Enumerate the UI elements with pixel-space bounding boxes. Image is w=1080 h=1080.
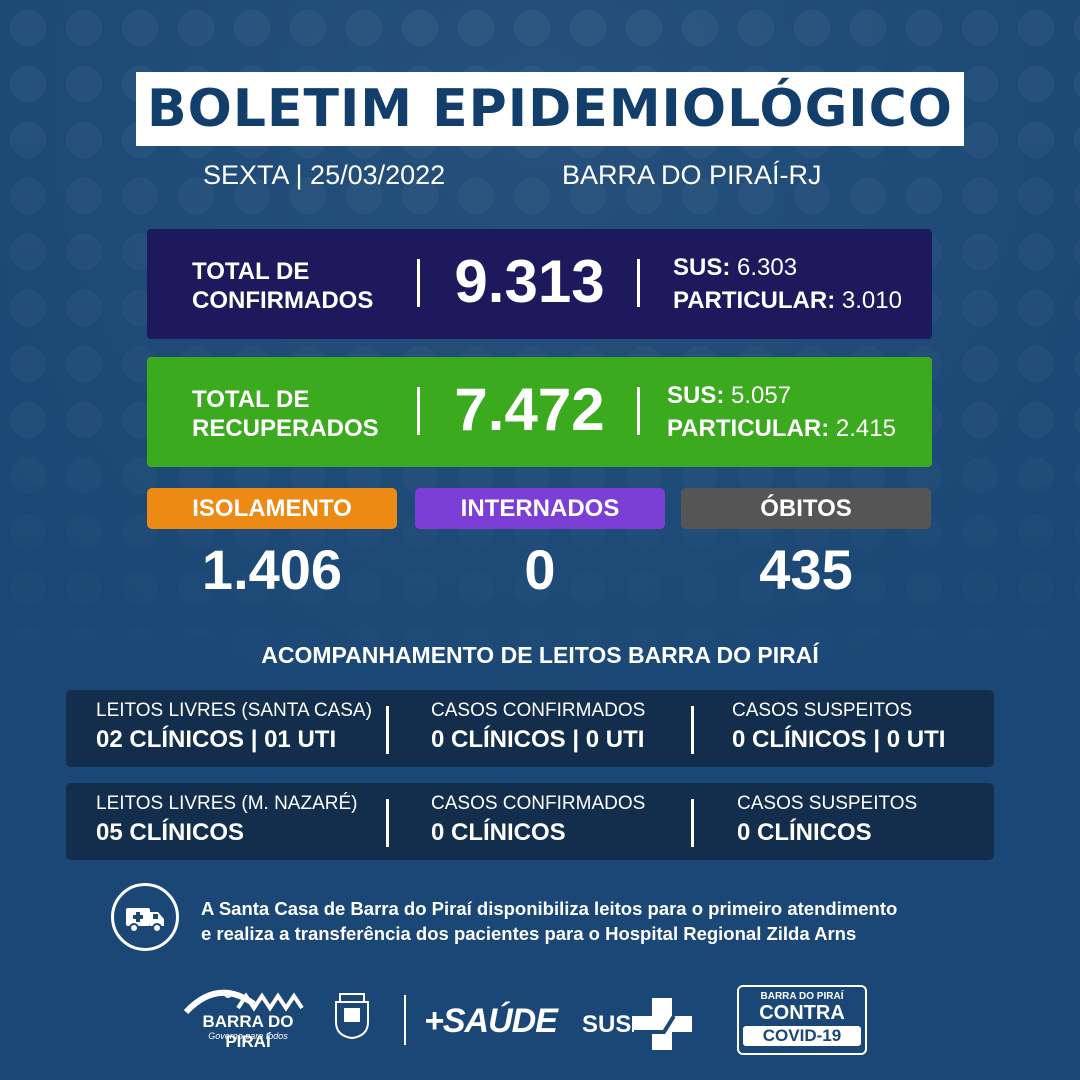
ambulance-icon — [111, 883, 179, 951]
barra-logo-tagline: Governo para todos — [208, 1031, 288, 1041]
beds-suspected-label: CASOS SUSPEITOS — [737, 793, 918, 814]
notice-text: A Santa Casa de Barra do Piraí disponibi… — [201, 896, 961, 946]
confirmed-breakdown: SUS: 6.303 PARTICULAR: 3.010 — [673, 251, 902, 317]
isolamento-badge: ISOLAMENTO — [147, 488, 397, 529]
sus-logo: SUS — [582, 1011, 632, 1038]
sus-label: SUS: — [667, 382, 725, 409]
confirmed-label-line2: CONFIRMADOS — [192, 287, 374, 314]
covid-logo-line1: BARRA DO PIRAÍ — [760, 991, 844, 1002]
particular-label: PARTICULAR: — [667, 415, 830, 442]
footer-divider — [404, 995, 406, 1045]
beds-confirmed-column: CASOS CONFIRMADOS 0 CLÍNICOS | 0 UTI — [431, 700, 645, 758]
beds-suspected-value: 0 CLÍNICOS — [737, 819, 872, 846]
isolamento-value: 1.406 — [201, 538, 343, 601]
beds-free-column: LEITOS LIVRES (M. NAZARÉ) 05 CLÍNICOS — [96, 793, 357, 851]
recovered-sus-value: 5.057 — [731, 382, 792, 409]
recovered-label-line1: TOTAL DE — [192, 386, 310, 413]
beds-confirmed-value: 0 CLÍNICOS — [431, 819, 566, 846]
divider — [691, 706, 694, 754]
mais-saude-logo: +SAÚDE — [424, 1002, 558, 1040]
internados-value: 0 — [524, 538, 556, 601]
beds-free-value: 05 CLÍNICOS — [96, 819, 245, 846]
bulletin-city: BARRA DO PIRAÍ-RJ — [562, 160, 822, 190]
internados-badge: INTERNADOS — [415, 488, 665, 529]
confirmed-label: TOTAL DE CONFIRMADOS — [192, 257, 373, 315]
divider — [386, 706, 389, 754]
obitos-value: 435 — [759, 538, 853, 601]
particular-label: PARTICULAR: — [673, 287, 836, 314]
beds-suspected-column: CASOS SUSPEITOS 0 CLÍNICOS | 0 UTI — [732, 700, 945, 758]
page-title: BOLETIM EPIDEMIOLÓGICO — [136, 72, 964, 146]
recovered-total: 7.472 — [454, 376, 605, 443]
barra-do-pirai-logo: BARRA DO PIRAÍ Governo para todos — [178, 982, 318, 1051]
contra-covid-logo: BARRA DO PIRAÍ CONTRA COVID-19 — [737, 985, 867, 1055]
confirmed-label-line1: TOTAL DE — [192, 258, 310, 285]
divider — [386, 799, 389, 847]
covid-logo-line3: COVID-19 — [743, 1026, 861, 1046]
recovered-label-line2: RECUPERADOS — [192, 415, 379, 442]
beds-suspected-label: CASOS SUSPEITOS — [732, 700, 913, 721]
beds-confirmed-label: CASOS CONFIRMADOS — [431, 793, 646, 814]
bulletin-date: SEXTA | 25/03/2022 — [203, 160, 446, 190]
beds-free-value: 02 CLÍNICOS | 01 UTI — [96, 726, 337, 753]
barra-logo-name: BARRA DO PIRAÍ — [202, 1012, 294, 1051]
beds-confirmed-value: 0 CLÍNICOS | 0 UTI — [431, 726, 645, 753]
beds-row-m-nazare: LEITOS LIVRES (M. NAZARÉ) 05 CLÍNICOS CA… — [66, 783, 994, 860]
covid-logo-line2: CONTRA — [759, 1002, 845, 1024]
divider — [637, 259, 640, 307]
divider — [637, 387, 640, 435]
beds-free-column: LEITOS LIVRES (SANTA CASA) 02 CLÍNICOS |… — [96, 700, 372, 758]
notice-line1: A Santa Casa de Barra do Piraí disponibi… — [201, 898, 898, 919]
sus-cross-icon — [630, 996, 694, 1052]
confirmed-card: TOTAL DE CONFIRMADOS 9.313 SUS: 6.303 PA… — [147, 229, 932, 339]
city-seal-icon — [330, 990, 374, 1040]
divider — [417, 259, 420, 307]
beds-free-label: LEITOS LIVRES (M. NAZARÉ) — [96, 793, 358, 814]
beds-free-label: LEITOS LIVRES (SANTA CASA) — [96, 700, 372, 721]
confirmed-total: 9.313 — [454, 248, 605, 315]
recovered-particular-value: 2.415 — [835, 415, 896, 442]
beds-section-title: ACOMPANHAMENTO DE LEITOS BARRA DO PIRAÍ — [261, 642, 819, 668]
divider — [417, 387, 420, 435]
recovered-label: TOTAL DE RECUPERADOS — [192, 385, 379, 443]
beds-suspected-value: 0 CLÍNICOS | 0 UTI — [732, 726, 946, 753]
recovered-card: TOTAL DE RECUPERADOS 7.472 SUS: 5.057 PA… — [147, 357, 932, 467]
beds-suspected-column: CASOS SUSPEITOS 0 CLÍNICOS — [737, 793, 917, 851]
beds-row-santa-casa: LEITOS LIVRES (SANTA CASA) 02 CLÍNICOS |… — [66, 690, 994, 767]
obitos-badge: ÓBITOS — [681, 488, 931, 529]
sus-label: SUS: — [673, 254, 731, 281]
beds-confirmed-label: CASOS CONFIRMADOS — [431, 700, 646, 721]
recovered-breakdown: SUS: 5.057 PARTICULAR: 2.415 — [667, 379, 896, 445]
notice-line2: e realiza a transferência dos pacientes … — [201, 923, 857, 944]
beds-confirmed-column: CASOS CONFIRMADOS 0 CLÍNICOS — [431, 793, 645, 851]
divider — [691, 799, 694, 847]
confirmed-sus-value: 6.303 — [737, 254, 798, 281]
confirmed-particular-value: 3.010 — [841, 287, 902, 314]
